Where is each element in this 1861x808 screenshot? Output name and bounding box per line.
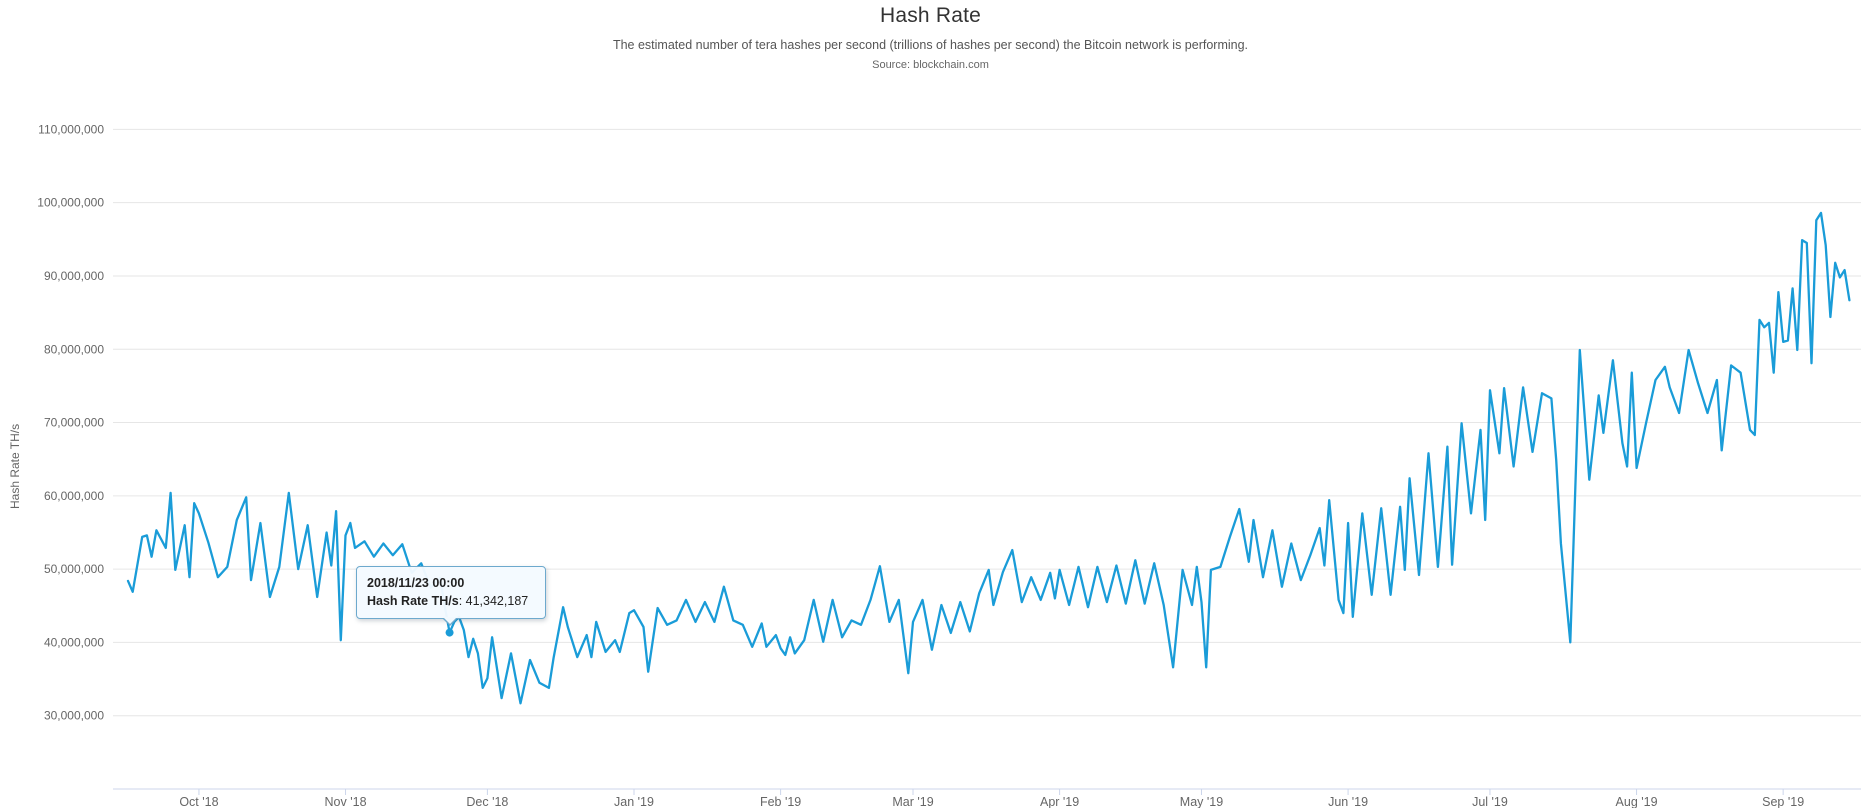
tooltip-series-label: Hash Rate TH/s xyxy=(367,594,459,609)
y-axis-tick-label: 80,000,000 xyxy=(44,342,104,356)
x-axis-tick-label: Jan '19 xyxy=(614,795,654,808)
tooltip-value-row: Hash Rate TH/s: 41,342,187 xyxy=(367,592,535,610)
tooltip-value: 41,342,187 xyxy=(465,594,529,609)
y-axis-tick-label: 40,000,000 xyxy=(44,635,104,649)
chart-tooltip: 2018/11/23 00:00 Hash Rate TH/s: 41,342,… xyxy=(356,566,546,627)
x-axis-tick-label: May '19 xyxy=(1180,795,1223,808)
x-axis-tick-label: Nov '18 xyxy=(325,795,367,808)
x-axis-tick-label: Oct '18 xyxy=(179,795,218,808)
x-axis-tick-label: Apr '19 xyxy=(1040,795,1079,808)
hash-rate-series-line[interactable] xyxy=(126,211,1851,705)
x-axis-tick-label: Sep '19 xyxy=(1762,795,1804,808)
tooltip-date: 2018/11/23 00:00 xyxy=(367,576,465,590)
y-axis-tick-label: 100,000,000 xyxy=(37,196,104,210)
x-axis-tick-label: Aug '19 xyxy=(1616,795,1658,808)
y-axis-tick-label: 50,000,000 xyxy=(44,562,104,576)
y-axis-title: Hash Rate TH/s xyxy=(8,423,22,509)
x-axis-tick-label: Feb '19 xyxy=(760,795,801,808)
x-axis-tick-label: Dec '18 xyxy=(466,795,508,808)
y-axis-tick-label: 30,000,000 xyxy=(44,709,104,723)
y-axis-tick-label: 110,000,000 xyxy=(38,122,104,136)
x-axis-tick-label: Jul '19 xyxy=(1472,795,1508,808)
x-axis-tick-label: Mar '19 xyxy=(892,795,933,808)
hovered-point-marker[interactable] xyxy=(445,628,454,637)
y-axis-tick-label: 90,000,000 xyxy=(44,269,104,283)
y-axis-tick-label: 70,000,000 xyxy=(44,416,104,430)
x-axis-tick-label: Jun '19 xyxy=(1328,795,1368,808)
tooltip-separator: : xyxy=(458,594,466,609)
y-axis-tick-label: 60,000,000 xyxy=(44,489,104,503)
